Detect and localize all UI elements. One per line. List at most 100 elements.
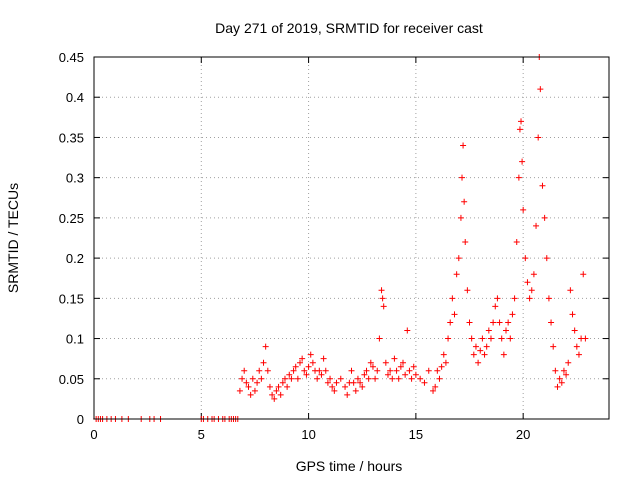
data-point xyxy=(342,383,349,390)
data-point xyxy=(543,255,550,262)
data-point xyxy=(266,383,273,390)
data-point xyxy=(384,371,391,378)
data-point xyxy=(575,351,582,358)
data-point xyxy=(472,343,479,350)
data-point xyxy=(462,239,469,246)
data-point xyxy=(331,387,338,394)
data-point xyxy=(475,359,482,366)
data-point xyxy=(262,343,269,350)
data-point xyxy=(479,335,486,342)
data-point xyxy=(361,371,368,378)
data-point xyxy=(376,335,383,342)
data-point xyxy=(305,363,312,370)
data-point xyxy=(515,174,522,181)
data-point xyxy=(245,383,252,390)
data-point xyxy=(279,379,286,386)
data-point xyxy=(519,158,526,165)
data-point xyxy=(389,375,396,382)
data-point xyxy=(395,375,402,382)
data-point xyxy=(380,303,387,310)
data-point xyxy=(273,387,280,394)
data-point xyxy=(372,375,379,382)
data-point xyxy=(290,367,297,374)
data-point xyxy=(374,367,381,374)
y-axis-label: SRMTID / TECUs xyxy=(5,183,21,293)
data-point xyxy=(560,367,567,374)
data-point xyxy=(470,351,477,358)
data-point xyxy=(320,355,327,362)
y-tick-label: 0.1 xyxy=(66,332,84,347)
data-point xyxy=(558,379,565,386)
data-point xyxy=(393,367,400,374)
data-point xyxy=(541,214,548,221)
data-point xyxy=(406,367,413,374)
data-point xyxy=(453,271,460,278)
x-tick-label: 10 xyxy=(301,427,315,442)
y-tick-label: 0.35 xyxy=(59,130,84,145)
y-tick-label: 0.45 xyxy=(59,50,84,65)
data-point xyxy=(485,327,492,334)
data-point xyxy=(256,367,263,374)
data-point xyxy=(318,371,325,378)
data-point xyxy=(457,214,464,221)
data-point xyxy=(496,319,503,326)
data-point xyxy=(569,311,576,318)
data-point xyxy=(333,379,340,386)
data-point xyxy=(382,359,389,366)
data-point xyxy=(481,351,488,358)
data-point xyxy=(526,295,533,302)
data-point xyxy=(445,335,452,342)
data-point xyxy=(307,351,314,358)
data-point xyxy=(455,255,462,262)
data-point xyxy=(494,295,501,302)
x-tick-label: 5 xyxy=(198,427,205,442)
data-point xyxy=(505,319,512,326)
data-point xyxy=(387,367,394,374)
data-point xyxy=(539,182,546,189)
data-point xyxy=(565,359,572,366)
data-point xyxy=(440,351,447,358)
data-point xyxy=(477,347,484,354)
data-point xyxy=(524,279,531,286)
data-point xyxy=(303,371,310,378)
data-point xyxy=(239,375,246,382)
plot-frame xyxy=(93,56,610,420)
data-point xyxy=(254,379,261,386)
data-point xyxy=(408,375,415,382)
data-point xyxy=(348,367,355,374)
data-point xyxy=(503,327,509,334)
data-point xyxy=(434,367,441,374)
data-point xyxy=(518,118,525,125)
data-point xyxy=(580,271,587,278)
data-point xyxy=(249,375,256,382)
data-point xyxy=(400,359,406,366)
y-tick-label: 0.4 xyxy=(66,90,84,105)
data-point xyxy=(286,371,293,378)
data-point xyxy=(322,367,329,374)
data-point xyxy=(552,367,559,374)
data-point xyxy=(500,351,507,358)
data-point xyxy=(269,391,276,398)
data-point xyxy=(567,287,574,294)
data-point xyxy=(275,383,282,390)
data-point xyxy=(402,371,409,378)
data-point xyxy=(260,359,267,366)
data-point xyxy=(507,335,514,342)
data-point xyxy=(264,367,271,374)
data-point xyxy=(582,335,589,342)
data-point xyxy=(288,375,295,382)
data-point xyxy=(281,375,288,382)
data-point xyxy=(460,142,467,149)
data-point xyxy=(363,367,370,374)
data-point xyxy=(535,134,542,141)
data-point xyxy=(354,375,361,382)
data-point xyxy=(294,375,301,382)
x-tick-label: 15 xyxy=(409,427,423,442)
data-point xyxy=(397,363,404,370)
data-point xyxy=(513,239,520,246)
y-tick-label: 0.15 xyxy=(59,291,84,306)
data-point xyxy=(379,295,386,302)
x-tick-label: 20 xyxy=(516,427,530,442)
data-point xyxy=(492,303,499,310)
data-point xyxy=(438,363,445,370)
